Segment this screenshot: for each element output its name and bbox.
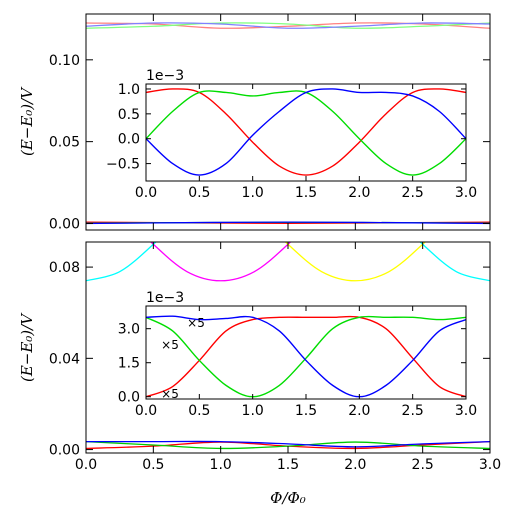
top-main-series-line-0 — [86, 22, 490, 29]
top-inset-ytick-label-2: 0.5 — [118, 107, 140, 123]
top-inset-xtick-label-1: 0.5 — [188, 185, 210, 201]
axes-layer: 0.000.050.100.0 0.5 1.0 1.5 2.0 2.5 3.0−0.50.0… — [49, 13, 501, 473]
top-main-series-line-1 — [86, 22, 490, 29]
bottom-inset-xtick-label-5: 2.5 — [402, 403, 424, 419]
bottom-inset-xtick-label-2: 1.0 — [242, 403, 264, 419]
bottom-main-ytick-label-2: 0.08 — [49, 260, 80, 276]
top-main-ytick-label-1: 0.05 — [49, 135, 80, 151]
chart-bottom-inset: 0.0 0.5 1.0 1.5 2.0 2.5 3.00.01.53.01e−3×5×5×5 — [118, 290, 477, 419]
bottom-inset-xtick-label-6: 3.0 — [455, 403, 477, 419]
top-inset-offset-label: 1e−3 — [146, 68, 184, 84]
bottom-inset-series-line-1 — [146, 315, 466, 398]
top-inset-ytick-label-1: 0.0 — [118, 132, 140, 148]
bottom-inset-xtick-label-1: 0.5 — [188, 403, 210, 419]
top-main-ytick-label-2: 0.10 — [49, 53, 80, 69]
top-inset-ytick-label-3: 1.0 — [118, 82, 140, 98]
top-inset-xtick-label-3: 1.5 — [295, 185, 317, 201]
top-main-series-line-2 — [86, 22, 490, 29]
top-inset-series-group — [146, 88, 466, 176]
top-inset-ytick-label-0: −0.5 — [106, 157, 140, 173]
bottom-main-ytick-label-0: 0.00 — [49, 443, 80, 459]
bottom-inset-ytick-label-1: 1.5 — [118, 356, 140, 372]
bottom-inset-offset-label: 1e−3 — [146, 290, 184, 306]
y-axis-label-bottom: (E−E₀)/V — [18, 312, 36, 382]
top-inset-xtick-label-0: 0.0 — [135, 185, 157, 201]
bottom-inset-annotation-2: ×5 — [161, 387, 179, 401]
bottom-main-series-line-0 — [149, 242, 292, 282]
bottom-inset-ytick-label-2: 3.0 — [118, 322, 140, 338]
bottom-main-xtick-label-3: 1.5 — [277, 457, 299, 473]
bottom-inset-xtick-label-3: 1.5 — [295, 403, 317, 419]
chart-top-inset: 0.0 0.5 1.0 1.5 2.0 2.5 3.0 −0.5 0.0 0.5 1.0 1e−3 — [106, 68, 477, 201]
bottom-main-ytick-label-1: 0.04 — [49, 351, 80, 367]
top-inset-xtick-label-5: 2.5 — [402, 185, 424, 201]
top-inset-xtick-label-6: 3.0 — [455, 185, 477, 201]
bottom-inset-ytick-label-0: 0.0 — [118, 390, 140, 406]
x-axis-label: Φ/Φ₀ — [270, 489, 306, 507]
bottom-main-xtick-label-2: 1.0 — [210, 457, 232, 473]
top-inset-xtick-label-4: 2.0 — [348, 185, 370, 201]
bottom-main-xtick-label-4: 2.0 — [344, 457, 366, 473]
bottom-inset-xtick-label-0: 0.0 — [135, 403, 157, 419]
top-inset-series-line-2 — [146, 88, 466, 176]
bottom-inset-annotation-0: ×5 — [187, 316, 205, 330]
bottom-inset-annotation-1: ×5 — [161, 338, 179, 352]
bottom-main-xtick-label-1: 0.5 — [142, 457, 164, 473]
bottom-main-xtick-label-6: 3.0 — [479, 457, 501, 473]
top-inset-xtick-label-2: 1.0 — [242, 185, 264, 201]
bottom-main-xtick-label-5: 2.5 — [412, 457, 434, 473]
y-axis-label-top: (E−E₀)/V — [18, 86, 36, 156]
top-inset-background — [146, 84, 466, 181]
top-main-ytick-label-0: 0.00 — [49, 216, 80, 232]
bottom-main-series-line-6 — [86, 440, 490, 448]
bottom-inset-series-line-2 — [146, 315, 466, 398]
bottom-inset-xtick-label-4: 2.0 — [348, 403, 370, 419]
bottom-inset-background — [146, 306, 466, 399]
bottom-inset-series-group — [146, 315, 466, 398]
bottom-main-series-line-1 — [284, 242, 427, 282]
bottom-main-xtick-label-0: 0.0 — [75, 457, 97, 473]
top-main-series-line-5 — [86, 221, 490, 225]
